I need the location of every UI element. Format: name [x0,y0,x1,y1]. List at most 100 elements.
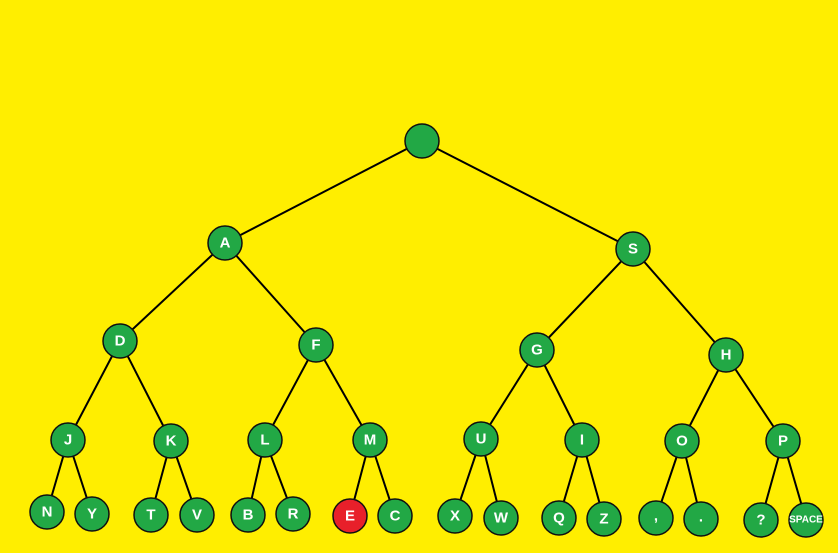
node-label-C: C [390,508,401,525]
tree-node-P: P [765,423,801,459]
edge-root-S [421,140,634,250]
tree-node-space: SPACE [788,502,824,538]
node-label-question: ? [756,512,765,529]
node-label-R: R [288,506,299,523]
tree-node-T: T [133,497,169,533]
node-circle-L [247,422,283,458]
node-circle-S [615,231,651,267]
node-label-space: SPACE [789,515,823,526]
node-circle-Q [541,500,577,536]
tree-node-period: . [683,501,719,537]
node-circle-I [564,422,600,458]
edge-root-A [224,140,423,244]
edge-S-G [536,248,634,351]
node-label-comma: , [654,508,658,525]
node-label-V: V [192,507,202,524]
tree-node-comma: , [638,500,674,536]
node-label-I: I [580,432,584,449]
tree-nodes: A S D F G H J K L M U I O P N Y T V B R E C X W Q Z,.? SPACE [29,123,824,538]
node-circle-space [788,502,824,538]
node-label-Q: Q [553,510,565,527]
tree-node-Z: Z [586,501,622,537]
node-circle-D [102,323,138,359]
node-circle-H [708,337,744,373]
node-label-S: S [628,241,638,258]
node-circle-comma [638,500,674,536]
node-label-Y: Y [87,506,97,523]
node-label-U: U [476,431,487,448]
tree-node-B: B [230,497,266,533]
tree-node-Q: Q [541,500,577,536]
tree-node-A: A [207,225,243,261]
node-label-W: W [494,510,509,527]
edge-S-H [632,248,727,356]
tree-node-G: G [519,332,555,368]
node-label-G: G [531,342,543,359]
tree-node-K: K [153,423,189,459]
node-circle-T [133,497,169,533]
tree-node-O: O [664,423,700,459]
node-label-M: M [364,432,377,449]
node-circle-M [352,422,388,458]
node-label-T: T [146,507,155,524]
node-circle-B [230,497,266,533]
tree-node-M: M [352,422,388,458]
node-circle-C [377,498,413,534]
node-label-F: F [311,337,320,354]
node-label-P: P [778,433,788,450]
node-label-K: K [166,433,177,450]
node-circle-W [483,500,519,536]
node-circle-root [404,123,440,159]
tree-node-U: U [463,421,499,457]
tree-node-R: R [275,496,311,532]
node-label-H: H [721,347,732,364]
edge-F-M [315,344,371,441]
node-label-Z: Z [599,511,608,528]
node-circle-K [153,423,189,459]
node-circle-P [765,423,801,459]
tree-node-X: X [437,498,473,534]
tree-node-I: I [564,422,600,458]
node-label-N: N [42,504,53,521]
node-label-D: D [115,333,126,350]
tree-node-root [404,123,440,159]
node-label-E: E [345,508,355,525]
node-label-A: A [220,235,231,252]
node-label-L: L [260,432,269,449]
node-circle-O [664,423,700,459]
tree-node-question: ? [743,502,779,538]
node-label-J: J [64,432,72,449]
node-circle-Z [586,501,622,537]
edge-D-K [119,340,172,442]
node-circle-F [298,327,334,363]
tree-node-Y: Y [74,496,110,532]
tree-node-N: N [29,494,65,530]
node-label-X: X [450,508,460,525]
tree-node-W: W [483,500,519,536]
edge-A-D [119,242,226,342]
tree-node-L: L [247,422,283,458]
edge-F-L [264,344,317,441]
tree-node-F: F [298,327,334,363]
node-circle-N [29,494,65,530]
tree-node-D: D [102,323,138,359]
node-circle-period [683,501,719,537]
tree-node-S: S [615,231,651,267]
tree-node-V: V [179,497,215,533]
node-label-O: O [676,433,688,450]
tree-node-C: C [377,498,413,534]
edge-D-J [67,340,121,441]
node-circle-V [179,497,215,533]
node-circle-E [332,498,368,534]
tree-node-J: J [50,422,86,458]
node-circle-G [519,332,555,368]
node-circle-X [437,498,473,534]
edge-A-F [224,242,317,346]
node-circle-U [463,421,499,457]
node-circle-question [743,502,779,538]
node-circle-A [207,225,243,261]
node-label-period: . [699,509,703,526]
tree-node-E: E [332,498,368,534]
